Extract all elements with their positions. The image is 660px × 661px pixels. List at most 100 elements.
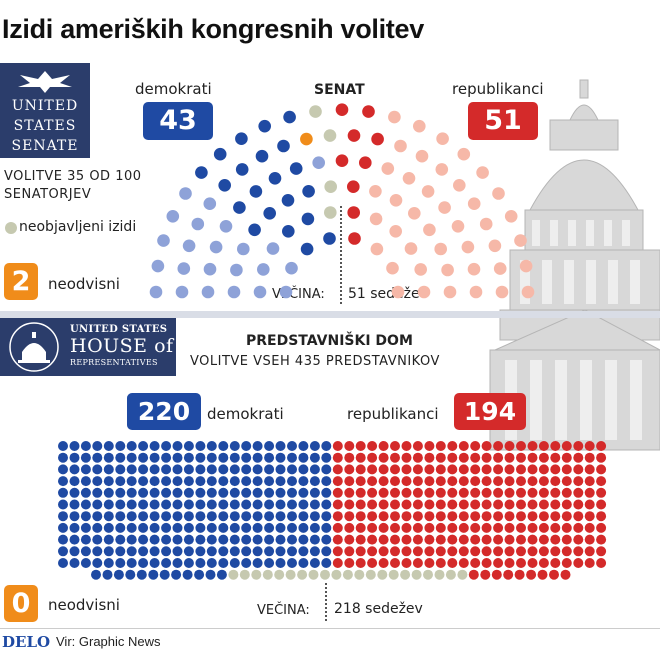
- senate-seat-dem: [282, 225, 295, 238]
- house-seat-rep: [493, 534, 504, 545]
- house-seat-dem: [149, 441, 160, 451]
- house-seat-rep: [367, 487, 378, 498]
- house-seat-rep: [401, 511, 412, 522]
- house-seat-rep: [470, 499, 481, 510]
- house-seat-rep: [344, 452, 355, 463]
- house-seat-dem: [309, 558, 320, 568]
- senate-seat-rep: [413, 119, 426, 133]
- senate-rep-label: republikanci: [452, 80, 544, 98]
- house-seat-rep: [367, 558, 378, 568]
- house-seat-dem: [309, 441, 320, 451]
- house-seat-rep: [332, 499, 343, 510]
- senate-seat-rep: [335, 103, 349, 116]
- senate-independent-label: neodvisni: [48, 275, 120, 293]
- house-majority-label: VEČINA:: [257, 603, 310, 618]
- house-seat-dem: [149, 487, 160, 498]
- house-seat-rep: [561, 511, 572, 522]
- house-seat-dem: [264, 511, 275, 522]
- senate-seat-dem: [230, 263, 243, 277]
- senate-seat-dem: [191, 217, 205, 231]
- house-seat-dem: [206, 522, 217, 533]
- house-seat-dem: [69, 499, 80, 510]
- senate-seal-line1: UNITED: [11, 98, 79, 114]
- house-seat-dem: [309, 476, 320, 487]
- house-seat-rep: [378, 452, 389, 463]
- house-seat-dem: [287, 452, 297, 463]
- house-seat-rep: [481, 522, 492, 533]
- house-seat-dem: [264, 499, 275, 510]
- house-seat-dem: [58, 534, 68, 545]
- house-seat-dem: [195, 534, 206, 545]
- house-seat-rep: [561, 487, 572, 498]
- house-seat-dem: [309, 487, 320, 498]
- house-seat-rep: [447, 546, 458, 557]
- house-seat-dem: [216, 569, 227, 580]
- house-seat-dem: [115, 499, 126, 510]
- house-seat-rep: [435, 499, 446, 510]
- senate-seat-dem: [157, 234, 170, 247]
- house-seat-rep: [344, 546, 355, 557]
- house-seat-dem: [241, 464, 252, 475]
- senate-seat-rep: [461, 240, 475, 254]
- house-seat-dem: [69, 534, 80, 545]
- house-seat-dem: [58, 511, 68, 522]
- house-seat-rep: [412, 441, 423, 451]
- house-seat-dem: [69, 511, 80, 522]
- house-seat-dem: [171, 569, 182, 580]
- capitol-dome-icon: [9, 322, 59, 372]
- house-seat-rep: [504, 487, 515, 498]
- house-seat-undeclared: [434, 569, 445, 580]
- house-seat-dem: [80, 464, 91, 475]
- house-seat-dem: [58, 546, 68, 557]
- house-seat-rep: [584, 546, 595, 557]
- senate-seat-dem: [258, 119, 272, 133]
- house-seat-rep: [378, 546, 389, 557]
- house-seat-rep: [458, 487, 469, 498]
- house-seat-rep: [367, 511, 378, 522]
- house-seat-dem: [172, 534, 183, 545]
- house-seat-dem: [138, 534, 149, 545]
- house-seat-dem: [92, 487, 103, 498]
- house-seat-dem: [172, 441, 183, 451]
- house-seat-dem: [149, 522, 160, 533]
- house-seat-dem: [275, 441, 286, 451]
- house-heading: PREDSTAVNIŠKI DOM: [246, 333, 413, 349]
- house-seat-dem: [138, 441, 149, 451]
- house-seat-dem: [321, 452, 332, 463]
- house-seat-dem: [309, 534, 320, 545]
- house-seat-dem: [161, 476, 172, 487]
- house-seat-dem: [252, 522, 263, 533]
- house-seat-dem: [136, 569, 147, 580]
- house-seat-undeclared: [342, 569, 353, 580]
- house-seat-rep: [401, 546, 412, 557]
- house-seat-dem: [183, 499, 194, 510]
- house-seat-rep: [412, 499, 423, 510]
- house-seat-rep: [435, 522, 446, 533]
- house-seat-rep: [412, 464, 423, 475]
- house-seat-undeclared: [320, 569, 330, 580]
- senate-seat-rep: [362, 105, 375, 118]
- house-seat-rep: [435, 476, 446, 487]
- house-seat-rep: [538, 464, 549, 475]
- house-seat-dem: [321, 487, 332, 498]
- house-seat-dem: [309, 452, 320, 463]
- house-seat-rep: [561, 546, 572, 557]
- house-seat-rep: [458, 558, 469, 568]
- house-seat-dem: [92, 511, 103, 522]
- house-seat-undeclared: [262, 569, 273, 580]
- house-seat-dem: [92, 522, 103, 533]
- senate-seat-dem: [149, 285, 163, 299]
- senate-seat-dem: [277, 139, 290, 153]
- senate-seat-dem: [219, 220, 233, 233]
- senate-seat-dem: [209, 240, 223, 254]
- house-dem-label: demokrati: [207, 405, 284, 423]
- senate-seat-rep: [347, 129, 361, 142]
- house-seat-rep: [355, 511, 366, 522]
- house-seat-rep: [573, 558, 584, 568]
- house-seat-rep: [367, 441, 378, 451]
- house-seat-dem: [229, 522, 240, 533]
- house-seat-rep: [561, 534, 572, 545]
- house-seat-dem: [69, 522, 80, 533]
- house-seat-dem: [229, 487, 240, 498]
